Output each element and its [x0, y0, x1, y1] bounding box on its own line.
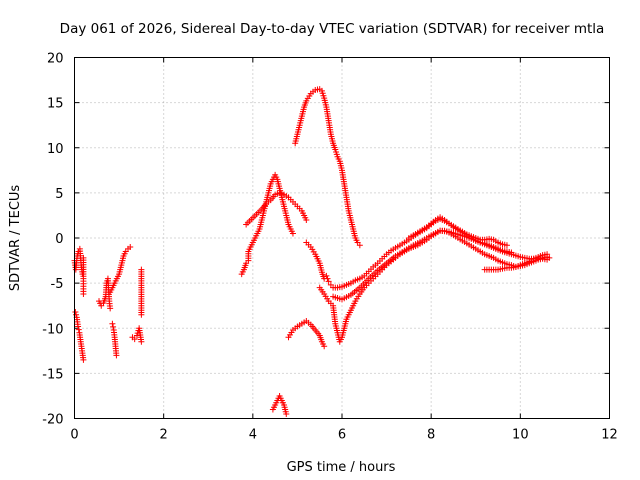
- x-tick-labels: 0 2 4 6 8 10 12: [70, 428, 617, 443]
- x-tick-label: 0: [70, 428, 78, 443]
- series-sat-b: [72, 309, 87, 363]
- data-point: [110, 323, 117, 330]
- series-sat-h: [138, 266, 145, 318]
- data-point: [75, 326, 82, 333]
- grid-layer: [74, 57, 610, 419]
- series-sat-l: [292, 86, 363, 249]
- series-sat-e: [107, 244, 134, 296]
- series-sat-g: [129, 325, 145, 345]
- y-tick-label: 10: [47, 142, 64, 157]
- data-point: [80, 290, 87, 297]
- y-tick-label: 0: [55, 232, 63, 247]
- data-point: [323, 272, 330, 279]
- data-point: [109, 320, 116, 327]
- data-point: [544, 251, 551, 258]
- series-sat-j: [243, 189, 310, 228]
- y-tick-label: 15: [47, 97, 64, 112]
- plot-frame: [74, 57, 610, 419]
- data-point: [303, 216, 310, 223]
- data-point: [72, 309, 79, 316]
- series-sat-m: [285, 318, 328, 350]
- data-point: [113, 352, 120, 359]
- chart-title: Day 061 of 2026, Sidereal Day-to-day VTE…: [60, 21, 605, 37]
- data-point: [138, 311, 145, 318]
- y-axis-label: SDTVAR / TECUs: [8, 185, 23, 292]
- x-tick-label: 8: [427, 428, 435, 443]
- data-point: [325, 278, 332, 285]
- series-sat-k: [269, 392, 290, 417]
- y-tick-label: -5: [51, 277, 64, 292]
- y-tick-label: -20: [42, 413, 63, 428]
- y-tick-label: 5: [55, 187, 63, 202]
- y-tick-label: 20: [47, 52, 64, 67]
- x-tick-label: 4: [249, 428, 257, 443]
- data-point: [503, 242, 510, 249]
- y-tick-labels: -20 -15 -10 -5 0 5 10 15 20: [42, 52, 63, 428]
- x-axis-label: GPS time / hours: [287, 460, 396, 475]
- data-point: [80, 356, 87, 363]
- data-point: [546, 254, 553, 261]
- data-point: [324, 275, 331, 282]
- y-tick-label: -15: [42, 367, 63, 382]
- series-sat-o: [316, 227, 551, 345]
- x-tick-label: 10: [512, 428, 529, 443]
- series-sat-q: [405, 214, 510, 249]
- data-point: [356, 242, 363, 249]
- data-point: [75, 323, 82, 330]
- data-point: [138, 338, 145, 345]
- y-tick-label: -10: [42, 322, 63, 337]
- data-point: [73, 311, 80, 318]
- series-sat-r: [481, 251, 553, 273]
- data-point: [283, 410, 290, 417]
- data-points-layer: [71, 86, 553, 417]
- data-point: [127, 244, 134, 251]
- series-sat-c: [80, 254, 87, 297]
- series-sat-f: [109, 320, 120, 359]
- x-tick-label: 6: [338, 428, 346, 443]
- data-point: [321, 343, 328, 350]
- data-point: [107, 305, 114, 312]
- x-tick-label: 12: [601, 428, 618, 443]
- x-tick-label: 2: [160, 428, 168, 443]
- data-point: [131, 336, 138, 343]
- data-point: [289, 230, 296, 237]
